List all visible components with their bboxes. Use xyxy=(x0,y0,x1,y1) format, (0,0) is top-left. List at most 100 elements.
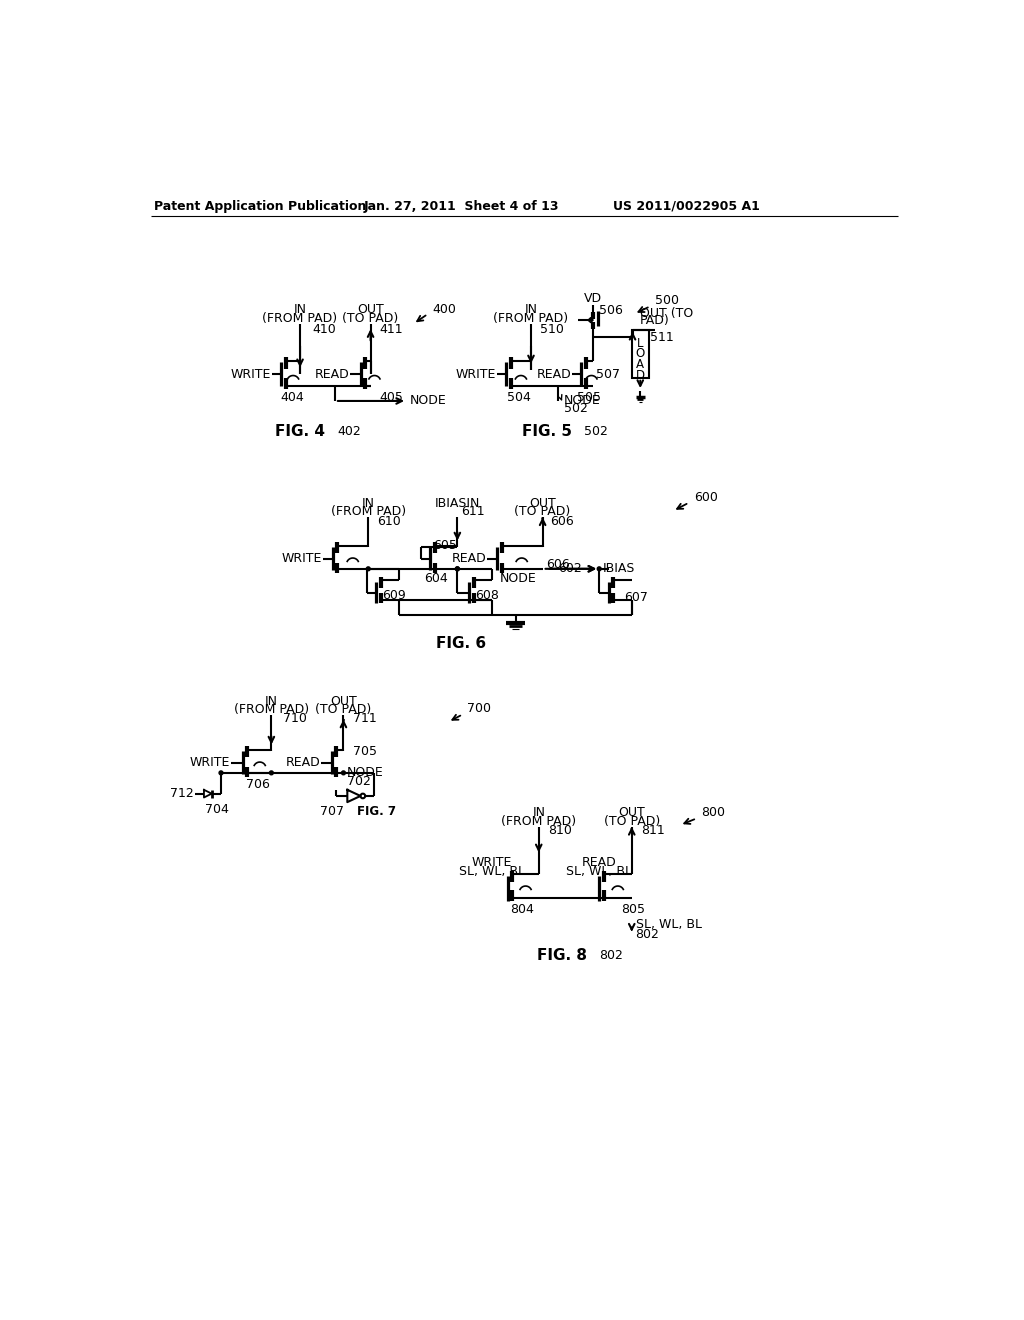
Text: 810: 810 xyxy=(548,824,572,837)
Text: READ: READ xyxy=(537,367,571,380)
Circle shape xyxy=(367,566,371,570)
Text: 611: 611 xyxy=(461,506,485,519)
Text: NODE: NODE xyxy=(410,395,446,408)
Text: (FROM PAD): (FROM PAD) xyxy=(262,312,338,325)
Text: WRITE: WRITE xyxy=(189,756,230,770)
Text: (TO PAD): (TO PAD) xyxy=(514,506,570,519)
Text: 805: 805 xyxy=(621,903,645,916)
Text: VD: VD xyxy=(584,292,602,305)
Circle shape xyxy=(269,771,273,775)
Circle shape xyxy=(456,566,460,570)
Text: READ: READ xyxy=(286,756,321,770)
Text: 704: 704 xyxy=(205,803,229,816)
Text: IN: IN xyxy=(532,807,545,820)
Text: (FROM PAD): (FROM PAD) xyxy=(501,814,577,828)
Text: 712: 712 xyxy=(170,787,194,800)
Text: OUT: OUT xyxy=(618,807,645,820)
Text: FIG. 7: FIG. 7 xyxy=(357,805,396,818)
Text: NODE: NODE xyxy=(500,572,537,585)
Circle shape xyxy=(597,566,601,570)
Text: 605: 605 xyxy=(433,539,458,552)
Text: L: L xyxy=(637,337,643,350)
Text: (TO PAD): (TO PAD) xyxy=(315,704,372,717)
Text: (FROM PAD): (FROM PAD) xyxy=(494,312,568,325)
Text: WRITE: WRITE xyxy=(231,367,271,380)
Text: 402: 402 xyxy=(337,425,361,438)
Text: 802: 802 xyxy=(636,928,659,941)
Text: 510: 510 xyxy=(541,323,564,335)
Text: WRITE: WRITE xyxy=(282,552,322,565)
Text: READ: READ xyxy=(582,857,616,870)
Text: PAD): PAD) xyxy=(640,314,670,327)
Text: SL, WL, BL: SL, WL, BL xyxy=(636,917,701,931)
Text: A: A xyxy=(636,358,644,371)
Text: (FROM PAD): (FROM PAD) xyxy=(233,704,309,717)
Text: 800: 800 xyxy=(701,807,725,820)
Text: IBIAS: IBIAS xyxy=(603,562,636,576)
Text: IN: IN xyxy=(524,302,538,315)
Text: 404: 404 xyxy=(281,391,304,404)
Text: 504: 504 xyxy=(508,391,531,404)
Text: NODE: NODE xyxy=(346,767,383,779)
Text: 700: 700 xyxy=(467,702,492,715)
Circle shape xyxy=(219,771,223,775)
Text: FIG. 8: FIG. 8 xyxy=(537,948,587,962)
Text: SL, WL, BL: SL, WL, BL xyxy=(459,865,525,878)
Text: IN: IN xyxy=(265,694,278,708)
Text: 606: 606 xyxy=(550,515,574,528)
Text: 502: 502 xyxy=(584,425,607,438)
Text: 707: 707 xyxy=(321,805,344,818)
Text: READ: READ xyxy=(452,552,486,565)
Text: (TO PAD): (TO PAD) xyxy=(342,312,398,325)
Text: 405: 405 xyxy=(380,391,403,404)
Text: 706: 706 xyxy=(246,777,270,791)
Text: 607: 607 xyxy=(624,591,648,603)
Text: 602: 602 xyxy=(558,562,582,576)
Text: 507: 507 xyxy=(596,367,621,380)
Text: NODE: NODE xyxy=(563,395,600,408)
Text: 802: 802 xyxy=(599,949,623,962)
Text: IBIASIN: IBIASIN xyxy=(434,496,480,510)
Text: OUT: OUT xyxy=(529,496,556,510)
Text: 400: 400 xyxy=(432,302,457,315)
Text: FIG. 4: FIG. 4 xyxy=(275,424,325,440)
Text: SL, WL, BL: SL, WL, BL xyxy=(566,865,632,878)
Text: (FROM PAD): (FROM PAD) xyxy=(331,506,406,519)
Text: 606: 606 xyxy=(547,557,570,570)
Text: 505: 505 xyxy=(578,391,601,404)
Text: OUT: OUT xyxy=(357,302,384,315)
Text: WRITE: WRITE xyxy=(456,367,496,380)
Text: 500: 500 xyxy=(655,294,679,308)
Circle shape xyxy=(342,771,345,775)
Text: 600: 600 xyxy=(693,491,718,504)
Text: 711: 711 xyxy=(352,713,377,726)
Text: 502: 502 xyxy=(563,403,588,416)
Text: WRITE: WRITE xyxy=(472,857,512,870)
Text: 702: 702 xyxy=(346,775,371,788)
Text: US 2011/0022905 A1: US 2011/0022905 A1 xyxy=(612,199,760,213)
Text: 506: 506 xyxy=(599,305,623,317)
Text: 410: 410 xyxy=(312,323,336,335)
Text: 609: 609 xyxy=(382,589,406,602)
Text: 710: 710 xyxy=(283,713,307,726)
Text: Patent Application Publication: Patent Application Publication xyxy=(154,199,366,213)
Text: OUT (TO: OUT (TO xyxy=(640,306,693,319)
Text: FIG. 6: FIG. 6 xyxy=(436,636,486,651)
Text: IN: IN xyxy=(361,496,375,510)
Circle shape xyxy=(456,566,460,570)
Text: 610: 610 xyxy=(378,515,401,528)
Text: Jan. 27, 2011  Sheet 4 of 13: Jan. 27, 2011 Sheet 4 of 13 xyxy=(364,199,559,213)
Text: READ: READ xyxy=(315,367,349,380)
Text: D: D xyxy=(636,370,645,381)
Text: IN: IN xyxy=(294,302,306,315)
Text: 511: 511 xyxy=(650,330,674,343)
Text: 411: 411 xyxy=(380,323,403,335)
Text: O: O xyxy=(636,347,645,360)
Text: 608: 608 xyxy=(475,589,499,602)
Text: FIG. 5: FIG. 5 xyxy=(521,424,571,440)
Text: OUT: OUT xyxy=(330,694,356,708)
Text: 804: 804 xyxy=(510,903,534,916)
Text: 604: 604 xyxy=(424,572,447,585)
Text: 811: 811 xyxy=(641,824,665,837)
Text: (TO PAD): (TO PAD) xyxy=(603,814,659,828)
